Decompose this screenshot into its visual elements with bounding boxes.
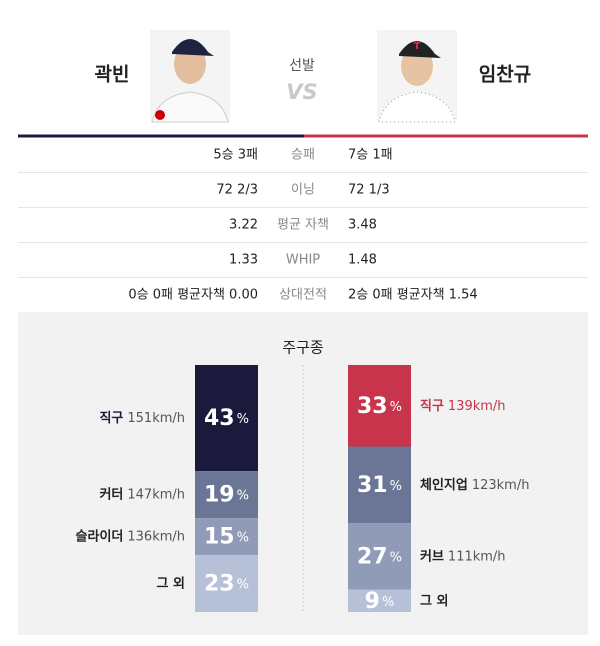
pitch-label: 커브 111km/h xyxy=(420,549,506,564)
pitch-percent: 31% xyxy=(357,473,402,498)
pitch-label: 그 외 xyxy=(157,575,185,591)
stat-left: 5승 3패 xyxy=(213,148,258,163)
pitch-label: 커터 147km/h xyxy=(99,486,185,502)
pitch-speed: 111km/h xyxy=(448,549,506,564)
stat-right: 2승 0패 평균자책 1.54 xyxy=(348,288,478,303)
svg-text:T: T xyxy=(414,41,421,52)
pitch-percent: 19% xyxy=(204,483,249,508)
pitch-percent: 27% xyxy=(357,544,402,569)
pitch-speed: 123km/h xyxy=(472,477,530,492)
pitch-bar xyxy=(348,589,411,612)
vs-label: VS xyxy=(286,80,317,104)
pitch-bar xyxy=(195,471,258,519)
pitch-bar xyxy=(195,555,258,612)
stat-left: 1.33 xyxy=(229,253,258,268)
percent-value: 43 xyxy=(204,406,235,431)
stat-right: 72 1/3 xyxy=(348,183,390,198)
pitch-label: 체인지업 123km/h xyxy=(420,476,529,492)
pitch-name: 체인지업 xyxy=(420,476,468,492)
stat-right: 3.48 xyxy=(348,218,377,233)
pitch-name: 커브 xyxy=(420,549,444,564)
percent-unit: % xyxy=(237,577,249,592)
pitch-name: 커터 xyxy=(99,486,123,502)
stat-left: 72 2/3 xyxy=(216,183,258,198)
pitch-speed: 136km/h xyxy=(127,529,185,544)
percent-unit: % xyxy=(390,550,402,565)
pitch-percent: 43% xyxy=(204,406,249,431)
pitch-name: 슬라이더 xyxy=(76,528,124,544)
stat-left: 3.22 xyxy=(229,218,258,233)
pitch-label: 그 외 xyxy=(420,592,448,608)
pitch-percent: 23% xyxy=(204,572,249,597)
stat-label: 평균 자책 xyxy=(277,218,329,233)
stat-label: 이닝 xyxy=(291,183,315,198)
stat-label: 상대전적 xyxy=(279,288,327,303)
pitch-bar xyxy=(195,365,258,472)
pitch-percent: 9% xyxy=(365,589,395,614)
percent-value: 23 xyxy=(204,572,235,597)
pitch-name: 그 외 xyxy=(157,575,185,591)
stat-right: 7승 1패 xyxy=(348,148,393,163)
pitch-percent: 33% xyxy=(357,394,402,419)
pitch-percent: 15% xyxy=(204,525,249,550)
percent-value: 19 xyxy=(204,483,235,508)
pitch-bar xyxy=(348,446,411,524)
left-pitcher-name: 곽빈 xyxy=(95,64,130,86)
pitch-bar xyxy=(348,523,411,590)
pitch-title: 주구종 xyxy=(282,339,323,357)
percent-unit: % xyxy=(237,530,249,545)
left-pitcher-photo xyxy=(150,30,230,123)
stat-label: WHIP xyxy=(286,253,320,268)
percent-unit: % xyxy=(382,594,394,609)
percent-value: 9 xyxy=(365,589,380,614)
starter-label: 선발 xyxy=(289,58,315,74)
percent-unit: % xyxy=(390,478,402,493)
percent-value: 27 xyxy=(357,544,388,569)
stat-label: 승패 xyxy=(291,148,315,163)
pitch-name: 직구 xyxy=(99,410,123,426)
right-pitcher-photo: T xyxy=(377,30,457,123)
pitch-label: 슬라이더 136km/h xyxy=(76,528,185,544)
pitch-bar xyxy=(348,365,411,447)
percent-unit: % xyxy=(237,412,249,427)
pitch-name: 그 외 xyxy=(420,592,448,608)
pitch-label: 직구 151km/h xyxy=(99,410,185,426)
percent-value: 33 xyxy=(357,394,388,419)
pitch-speed: 139km/h xyxy=(448,398,506,413)
pitch-speed: 147km/h xyxy=(127,487,185,502)
stat-right: 1.48 xyxy=(348,253,377,268)
right-pitcher-name: 임찬규 xyxy=(479,64,531,86)
pitch-speed: 151km/h xyxy=(127,411,185,426)
pitch-label: 직구 139km/h xyxy=(420,397,506,413)
percent-value: 15 xyxy=(204,525,235,550)
percent-unit: % xyxy=(390,399,402,414)
percent-unit: % xyxy=(237,488,249,503)
pitch-name: 직구 xyxy=(420,397,444,413)
stat-left: 0승 0패 평균자책 0.00 xyxy=(128,288,258,303)
pitch-bar xyxy=(195,518,258,556)
percent-value: 31 xyxy=(357,473,388,498)
